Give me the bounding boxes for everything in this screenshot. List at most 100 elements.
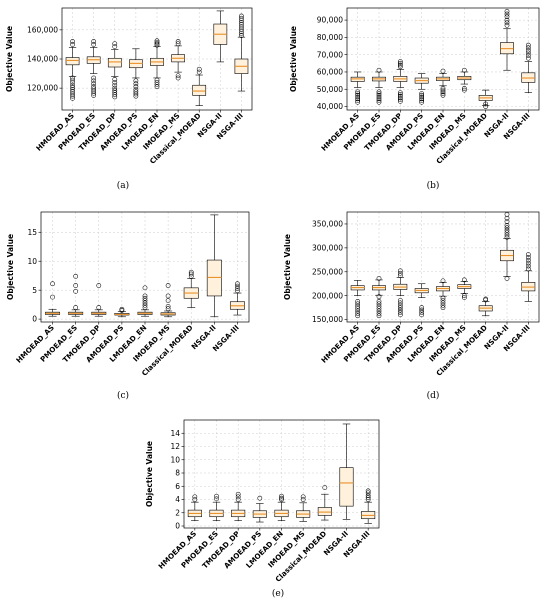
box-Classical_MOEAD — [317, 485, 332, 521]
outlier-point — [70, 39, 75, 44]
outlier-point — [235, 283, 240, 289]
outlier-point — [70, 85, 75, 90]
outlier-point — [525, 266, 531, 272]
outlier-point — [419, 92, 425, 98]
box-IMOEAD_MS — [457, 67, 472, 93]
panel-caption: (a) — [117, 180, 129, 191]
outlier-point — [133, 81, 139, 87]
outlier-point — [355, 91, 361, 96]
outlier-point — [525, 42, 531, 48]
outlier-point — [214, 493, 219, 499]
outlier-point — [214, 496, 219, 502]
outlier-point — [525, 55, 531, 61]
outlier-point — [376, 301, 382, 307]
outlier-point — [397, 97, 403, 103]
outlier-point — [397, 310, 403, 315]
outlier-point — [397, 302, 403, 308]
outlier-point — [397, 273, 403, 278]
panel-caption: (d) — [427, 390, 440, 401]
outlier-point — [397, 60, 403, 66]
outlier-point — [525, 257, 531, 263]
outlier-point — [73, 273, 79, 279]
outlier-point — [142, 298, 148, 303]
chart-panel-d: 150,000200,000250,000300,000350,000HMOEA… — [283, 211, 540, 401]
outlier-point — [376, 306, 382, 311]
box-NSGA-II — [500, 9, 514, 71]
outlier-point — [504, 225, 510, 231]
y-axis-label: Objective Value — [289, 26, 298, 92]
outlier-point — [112, 79, 118, 85]
box-iqr — [339, 467, 354, 507]
chart-panel-b: 40,00050,00060,00070,00080,00090,000HMOE… — [289, 7, 540, 191]
outlier-point — [461, 67, 467, 73]
outlier-point — [96, 283, 102, 288]
outlier-point — [504, 219, 510, 224]
y-tick-label: 0 — [32, 315, 37, 324]
outlier-point — [91, 42, 97, 47]
outlier-point — [300, 497, 306, 502]
outlier-point — [397, 307, 403, 313]
outlier-point — [355, 89, 361, 95]
y-tick-label: 200,000 — [312, 291, 343, 300]
outlier-point — [133, 78, 139, 84]
box-AMOEAD_PS — [414, 73, 429, 105]
box-NSGA-II — [500, 212, 514, 281]
box-LMOEAD_EN — [137, 285, 153, 317]
outlier-point — [440, 89, 446, 95]
box-TMOEAD_DP — [107, 41, 122, 100]
outlier-point — [397, 95, 403, 101]
box-IMOEAD_MS — [457, 277, 472, 300]
outlier-point — [504, 215, 510, 221]
outlier-point — [196, 66, 202, 72]
outlier-point — [70, 77, 75, 83]
y-tick-label: 40,000 — [317, 102, 343, 111]
y-tick-label: 90,000 — [317, 16, 343, 25]
outlier-point — [165, 303, 171, 309]
y-tick-label: 6 — [175, 482, 180, 491]
outlier-point — [419, 310, 425, 315]
outlier-point — [376, 308, 382, 314]
outlier-point — [376, 98, 382, 103]
box-TMOEAD_DP — [393, 59, 408, 104]
outlier-point — [504, 230, 510, 235]
outlier-point — [440, 305, 446, 311]
box-HMOEAD_AS — [45, 281, 61, 317]
box-NSGA-III — [521, 42, 536, 94]
outlier-point — [461, 86, 467, 91]
box-HMOEAD_AS — [350, 71, 365, 105]
box-iqr — [107, 57, 122, 68]
outlier-point — [112, 41, 118, 47]
outlier-point — [91, 81, 97, 87]
y-tick-label: 10 — [170, 455, 180, 464]
box-iqr — [192, 84, 207, 96]
outlier-point — [196, 69, 202, 75]
box-PMOEAD_ES — [372, 276, 386, 319]
box-Classical_MOEAD — [192, 66, 207, 106]
outlier-point — [440, 91, 446, 96]
outlier-point — [355, 308, 361, 314]
box-PMOEAD_ES — [372, 67, 386, 105]
outlier-point — [483, 296, 489, 302]
outlier-point — [440, 68, 446, 74]
box-IMOEAD_MS — [160, 283, 176, 318]
outlier-point — [376, 99, 382, 105]
box-NSGA-II — [213, 10, 228, 63]
outlier-point — [504, 14, 510, 20]
outlier-point — [504, 223, 510, 228]
outlier-point — [483, 101, 489, 107]
outlier-point — [355, 313, 361, 319]
box-NSGA-III — [521, 252, 536, 302]
outlier-point — [525, 47, 531, 53]
outlier-point — [73, 288, 79, 294]
y-tick-label: 15 — [27, 228, 37, 237]
outlier-point — [397, 93, 403, 99]
outlier-point — [504, 20, 510, 26]
box-HMOEAD_AS — [187, 494, 202, 522]
outlier-point — [142, 302, 148, 308]
outlier-point — [376, 92, 382, 98]
outlier-point — [504, 276, 510, 281]
outlier-point — [419, 94, 425, 100]
outlier-point — [175, 73, 181, 79]
outlier-point — [188, 271, 194, 277]
y-tick-label: 50,000 — [317, 85, 343, 94]
